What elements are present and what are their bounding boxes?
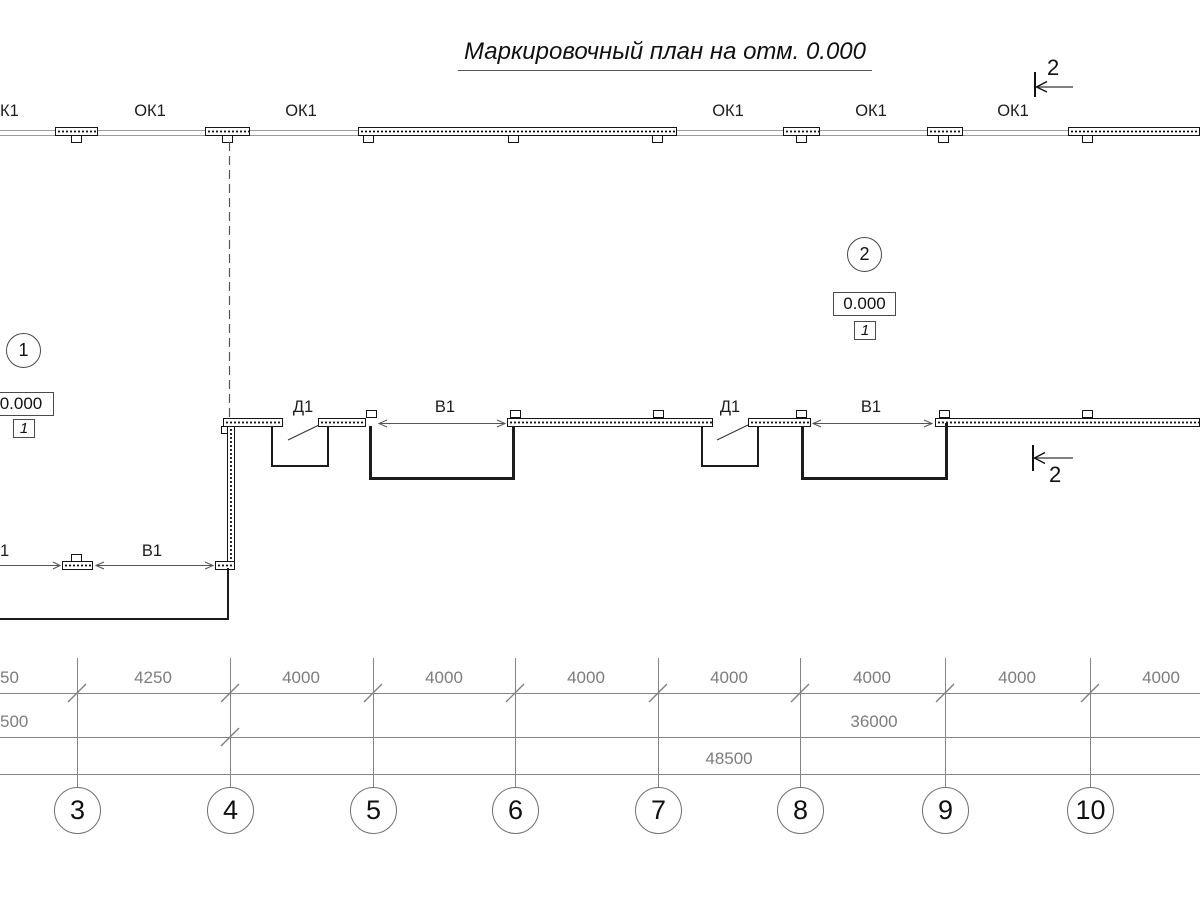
pit-floor	[801, 477, 948, 480]
elevation-sheet-ref: 1	[854, 321, 876, 340]
pit-wall	[801, 426, 804, 479]
window-label-fragment: К1	[0, 102, 19, 120]
window-label: ОК1	[712, 102, 744, 120]
window-tab	[938, 135, 949, 143]
room-wall-line	[227, 568, 229, 620]
dimension-line	[0, 737, 1200, 738]
window-tab	[796, 135, 807, 143]
pit-wall	[369, 426, 372, 479]
grid-bubble: 8	[777, 787, 824, 834]
wall-segment	[935, 418, 1200, 427]
window-tab	[71, 554, 82, 562]
window-label: ОК1	[997, 102, 1029, 120]
drawing-title: Маркировочный план на отм. 0.000	[457, 38, 873, 71]
grid-bubble: 7	[635, 787, 682, 834]
wall-segment	[318, 418, 366, 427]
wall-segment	[507, 418, 713, 427]
window-tab	[71, 135, 82, 143]
gate-label: В1	[860, 398, 882, 416]
pit-wall	[945, 423, 948, 479]
dimension-value: 4000	[998, 668, 1036, 687]
gate-arrow-line	[0, 561, 215, 570]
dimension-value: 4000	[282, 668, 320, 687]
grid-bubble: 5	[350, 787, 397, 834]
grid-line	[945, 658, 946, 787]
grid-line	[800, 658, 801, 787]
dimension-value: 4000	[853, 668, 891, 687]
dimension-value: 4000	[710, 668, 748, 687]
dimension-value: 4000	[425, 668, 463, 687]
door-recess-wall	[701, 426, 703, 467]
grid-line	[230, 658, 231, 787]
grid-line	[1090, 658, 1091, 787]
window-label: ОК1	[285, 102, 317, 120]
elevation-box: 0.000	[833, 292, 896, 316]
left-hatched-wall	[227, 426, 235, 565]
door-label: Д1	[719, 398, 741, 416]
grid-line	[658, 658, 659, 787]
window-marker	[62, 561, 93, 570]
elevation-box: 0.000	[0, 392, 54, 416]
dimension-value: 4250	[134, 668, 172, 687]
zone-mark: 2	[847, 237, 882, 272]
dimension-value: 48500	[705, 749, 753, 768]
door-label: Д1	[292, 398, 314, 416]
wall-tab	[939, 410, 950, 418]
window-tab	[652, 135, 663, 143]
dimension-value: 36000	[850, 712, 898, 731]
dimension-value: 4000	[1142, 668, 1180, 687]
wall-tab	[510, 410, 521, 418]
wall-tab	[366, 410, 377, 418]
grid-bubble: 10	[1067, 787, 1114, 834]
elevation-sheet-ref: 1	[13, 419, 35, 438]
pit-floor	[369, 477, 515, 480]
grid-line	[373, 658, 374, 787]
gate-label: В1	[434, 398, 456, 416]
dimension-value-fragment: 500	[0, 712, 29, 731]
section-mark-label: 2	[1047, 55, 1060, 80]
door-recess-floor	[271, 465, 329, 467]
door-recess-wall	[327, 426, 329, 467]
window-label: ОК1	[855, 102, 887, 120]
section-mark-label: 2	[1049, 462, 1062, 487]
gate-label: В1	[141, 542, 163, 560]
wall-segment	[748, 418, 811, 427]
grid-bubble: 6	[492, 787, 539, 834]
door-recess-wall	[757, 426, 759, 467]
dimension-line	[0, 693, 1200, 694]
wall-segment	[223, 418, 283, 427]
window-tab	[508, 135, 519, 143]
window-label: ОК1	[134, 102, 166, 120]
zone-mark: 1	[6, 333, 41, 368]
pit-wall	[512, 426, 515, 479]
door-recess-wall	[271, 426, 273, 467]
left-wall-corner	[215, 561, 235, 570]
grid-bubble: 4	[207, 787, 254, 834]
window-tab	[1082, 135, 1093, 143]
dimension-value-fragment: 50	[0, 668, 19, 687]
grid-bubble: 3	[54, 787, 101, 834]
grid-line	[77, 658, 78, 787]
gate-label-fragment: 1	[0, 542, 10, 560]
dimension-value: 4000	[567, 668, 605, 687]
door-swing	[716, 424, 749, 441]
window-tab	[222, 135, 233, 143]
grid-line	[515, 658, 516, 787]
wall-tab	[796, 410, 807, 418]
wall-tab	[653, 410, 664, 418]
door-swing	[287, 424, 320, 441]
door-recess-floor	[701, 465, 759, 467]
wall-tab	[1082, 410, 1093, 418]
grid-bubble: 9	[922, 787, 969, 834]
room-floor-line	[0, 618, 228, 620]
dimension-line	[0, 774, 1200, 775]
window-tab	[363, 135, 374, 143]
